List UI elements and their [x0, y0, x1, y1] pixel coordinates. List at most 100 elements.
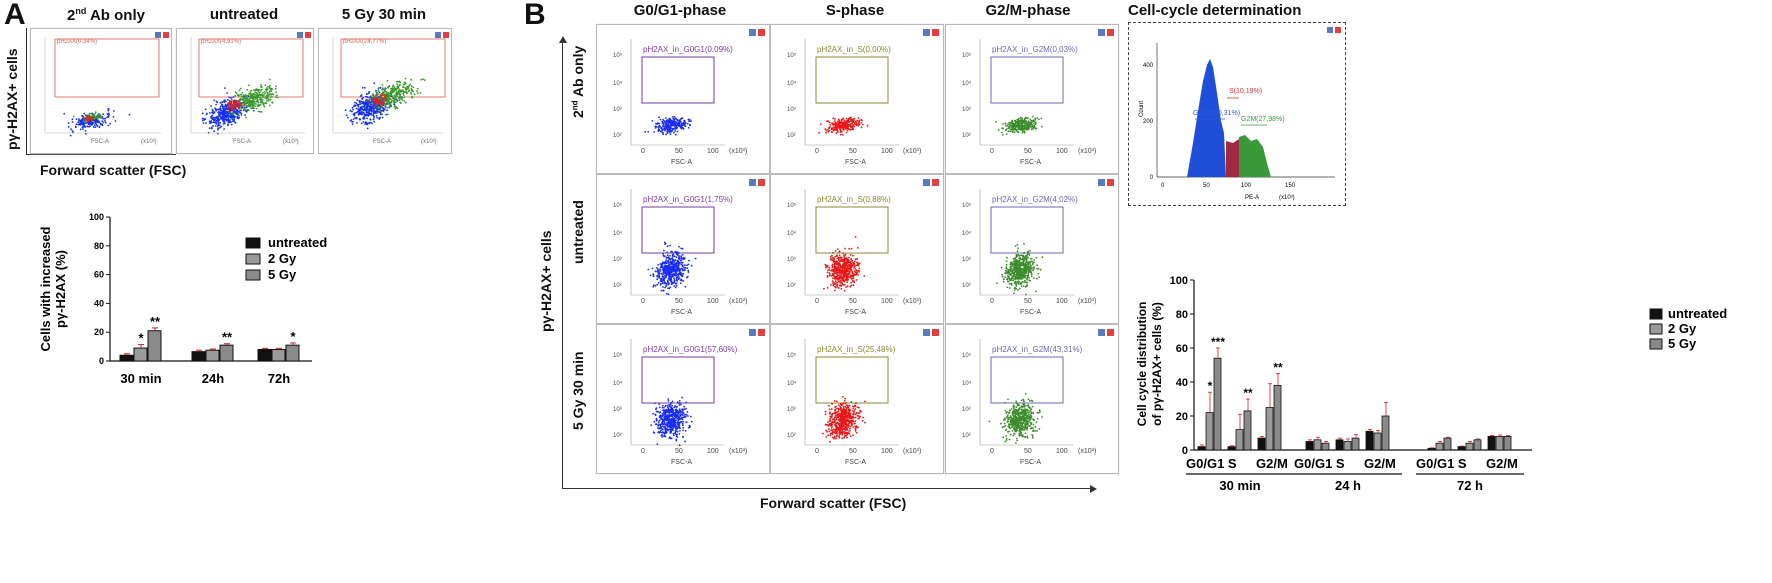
panel-a-flow-plot-1: pH2AX(0,34%) FSC-A (x10³): [30, 28, 172, 154]
group-label: 30 min: [1219, 478, 1260, 493]
bar-5-Gy: [1381, 415, 1390, 451]
fsc-label: FSC-A: [845, 159, 866, 166]
dot-cloud: [647, 241, 697, 296]
expand-icon: [923, 179, 930, 186]
s-region: [1226, 139, 1239, 177]
x-tick: 0: [641, 148, 645, 155]
legend-swatch: [1649, 323, 1663, 335]
y-tick: 200: [1143, 119, 1154, 125]
bar-2-Gy: [1265, 407, 1274, 451]
significance-mark: **: [1243, 386, 1253, 400]
legend-label: 5 Gy: [268, 267, 297, 282]
dot-cloud: [818, 116, 869, 136]
x-tick-label: G0/G1 S: [1186, 456, 1237, 471]
y-tick: 10⁴: [787, 381, 797, 387]
fsc-label: FSC-A: [233, 139, 251, 145]
dot-cloud: [368, 94, 388, 109]
flow-plot-svg: [979, 179, 1114, 296]
y-tick-label: 0: [1182, 445, 1188, 457]
significance-mark: *: [290, 329, 296, 344]
bar-2-Gy: [1373, 432, 1382, 451]
y-tick: 10³: [787, 407, 796, 413]
y-tick: 10⁴: [787, 81, 797, 87]
panel-b-col-title-2: S-phase: [825, 2, 885, 19]
significance-mark: ***: [1211, 335, 1225, 349]
panel-a-bar-chart: Cells with increasedpγ-H2AX (%) 0 20 40 60 80…: [40, 212, 327, 386]
dot-cloud: [988, 393, 1043, 444]
x-exp: (x10³): [729, 148, 748, 155]
x-tick: 0: [815, 448, 819, 455]
bar-untreated: [1457, 446, 1466, 451]
bar-untreated: [119, 354, 134, 362]
x-tick: 100: [881, 448, 893, 455]
gate-label: pH2AX(4,91%): [201, 39, 242, 45]
bar-5-Gy: [1273, 385, 1282, 451]
x-tick: 100: [881, 148, 893, 155]
x-tick: 50: [1024, 148, 1032, 155]
y-tick: 10²: [962, 133, 971, 139]
x-exp: (x10³): [903, 448, 922, 455]
x-tick: 150: [1285, 183, 1296, 189]
panel-b-x-axis-title: Forward scatter (FSC): [760, 495, 907, 511]
legend-swatch: [245, 237, 261, 249]
y-tick-label: 20: [1176, 411, 1188, 423]
fsc-label: FSC-A: [671, 309, 692, 316]
panel-b-y-arrow: [559, 36, 567, 43]
legend-label: 2 Gy: [268, 251, 297, 266]
expand-icon: [749, 329, 756, 336]
x-tick-label: 24h: [202, 371, 224, 386]
fsc-label: FSC-A: [671, 159, 692, 166]
y-tick: 10⁴: [613, 81, 623, 87]
x-tick: 0: [990, 298, 994, 305]
x-tick-label: G2/M: [1486, 456, 1518, 471]
panel-a-x-axis-line: [26, 154, 176, 155]
x-exp: (x10³): [729, 448, 748, 455]
panel-a-y-axis-title: pγ-H2AX+ cells: [4, 48, 20, 150]
gate-label: pH2AX_in_S(0,00%): [817, 45, 891, 54]
x-tick: 0: [1161, 183, 1165, 189]
bar-2-Gy: [1205, 412, 1214, 451]
bar-untreated: [1335, 439, 1344, 451]
close-icon: [305, 32, 311, 38]
close-icon: [932, 179, 939, 186]
cell-cycle-svg: 400 200 0 Count 0 50 100 150 PE-A (x10³)…: [1139, 27, 1341, 201]
y-tick-label: 80: [1176, 309, 1188, 321]
dot-cloud: [363, 77, 426, 116]
flow-plot-svg: [44, 32, 169, 137]
close-icon: [1107, 329, 1114, 336]
y-tick-label: 0: [99, 356, 104, 366]
panel-b-y-axis-line: [562, 40, 563, 488]
y-tick: 10⁵: [613, 53, 623, 59]
flow-plot-svg: [630, 329, 765, 447]
dot-cloud: [650, 396, 693, 447]
dot-cloud: [823, 236, 866, 292]
flow-plot-r1-c1: pH2AX_in_G0G1(0,09%) 0 50 100 (x10³) FSC…: [596, 24, 770, 174]
y-tick: 10⁵: [787, 53, 797, 59]
y-label: Count: [1139, 101, 1145, 117]
legend-swatch: [1649, 338, 1663, 350]
close-icon: [163, 32, 169, 38]
bar-2-Gy: [1495, 435, 1504, 451]
gate-label: pH2AX(0,34%): [57, 39, 98, 45]
expand-icon: [155, 32, 161, 38]
dot-cloud: [822, 395, 866, 443]
expand-icon: [1098, 29, 1105, 36]
bar-untreated: [1257, 437, 1266, 451]
expand-icon: [1098, 179, 1105, 186]
bar-untreated: [191, 351, 206, 362]
panel-b-row-label-2: untreated: [570, 200, 586, 264]
dot-cloud: [63, 108, 131, 137]
panel-b-bar-chart: Cell cycle distributionof pγ-H2AX+ cells…: [1135, 275, 1727, 493]
flow-plot-r3-c2: pH2AX_in_S(25,48%) 0 50 100 (x10³) FSC-A…: [770, 324, 944, 474]
flow-plot-svg: [630, 179, 765, 296]
y-tick: 10²: [613, 133, 622, 139]
legend-label: untreated: [268, 235, 327, 250]
y-tick: 10³: [613, 257, 622, 263]
y-tick: 10²: [787, 133, 796, 139]
significance-mark: *: [1208, 379, 1213, 393]
y-tick: 10²: [962, 433, 971, 439]
legend-label: 2 Gy: [1668, 321, 1697, 336]
panel-b-x-axis-line: [562, 488, 1092, 489]
x-tick: 50: [675, 298, 683, 305]
exp-label: (x10³): [141, 139, 157, 145]
